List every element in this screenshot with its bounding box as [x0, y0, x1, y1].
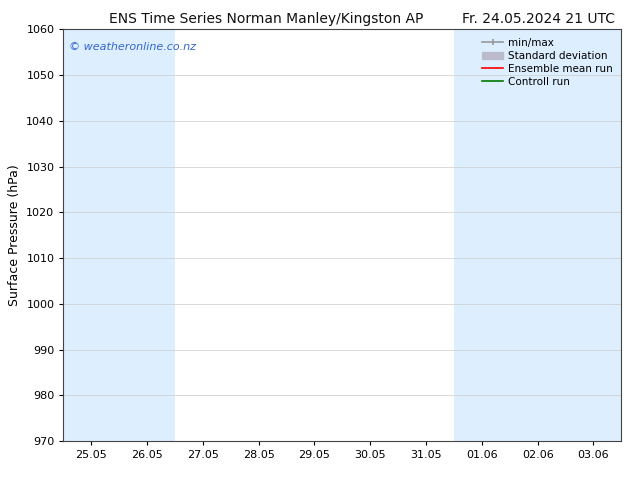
- Text: Fr. 24.05.2024 21 UTC: Fr. 24.05.2024 21 UTC: [462, 12, 616, 26]
- Legend: min/max, Standard deviation, Ensemble mean run, Controll run: min/max, Standard deviation, Ensemble me…: [479, 35, 616, 90]
- Text: ENS Time Series Norman Manley/Kingston AP: ENS Time Series Norman Manley/Kingston A…: [109, 12, 424, 26]
- Text: © weatheronline.co.nz: © weatheronline.co.nz: [69, 42, 196, 52]
- Bar: [566, 29, 621, 441]
- Bar: [119, 29, 175, 441]
- Y-axis label: Surface Pressure (hPa): Surface Pressure (hPa): [8, 164, 21, 306]
- Bar: [63, 29, 119, 441]
- Bar: [510, 29, 566, 441]
- Bar: [454, 29, 510, 441]
